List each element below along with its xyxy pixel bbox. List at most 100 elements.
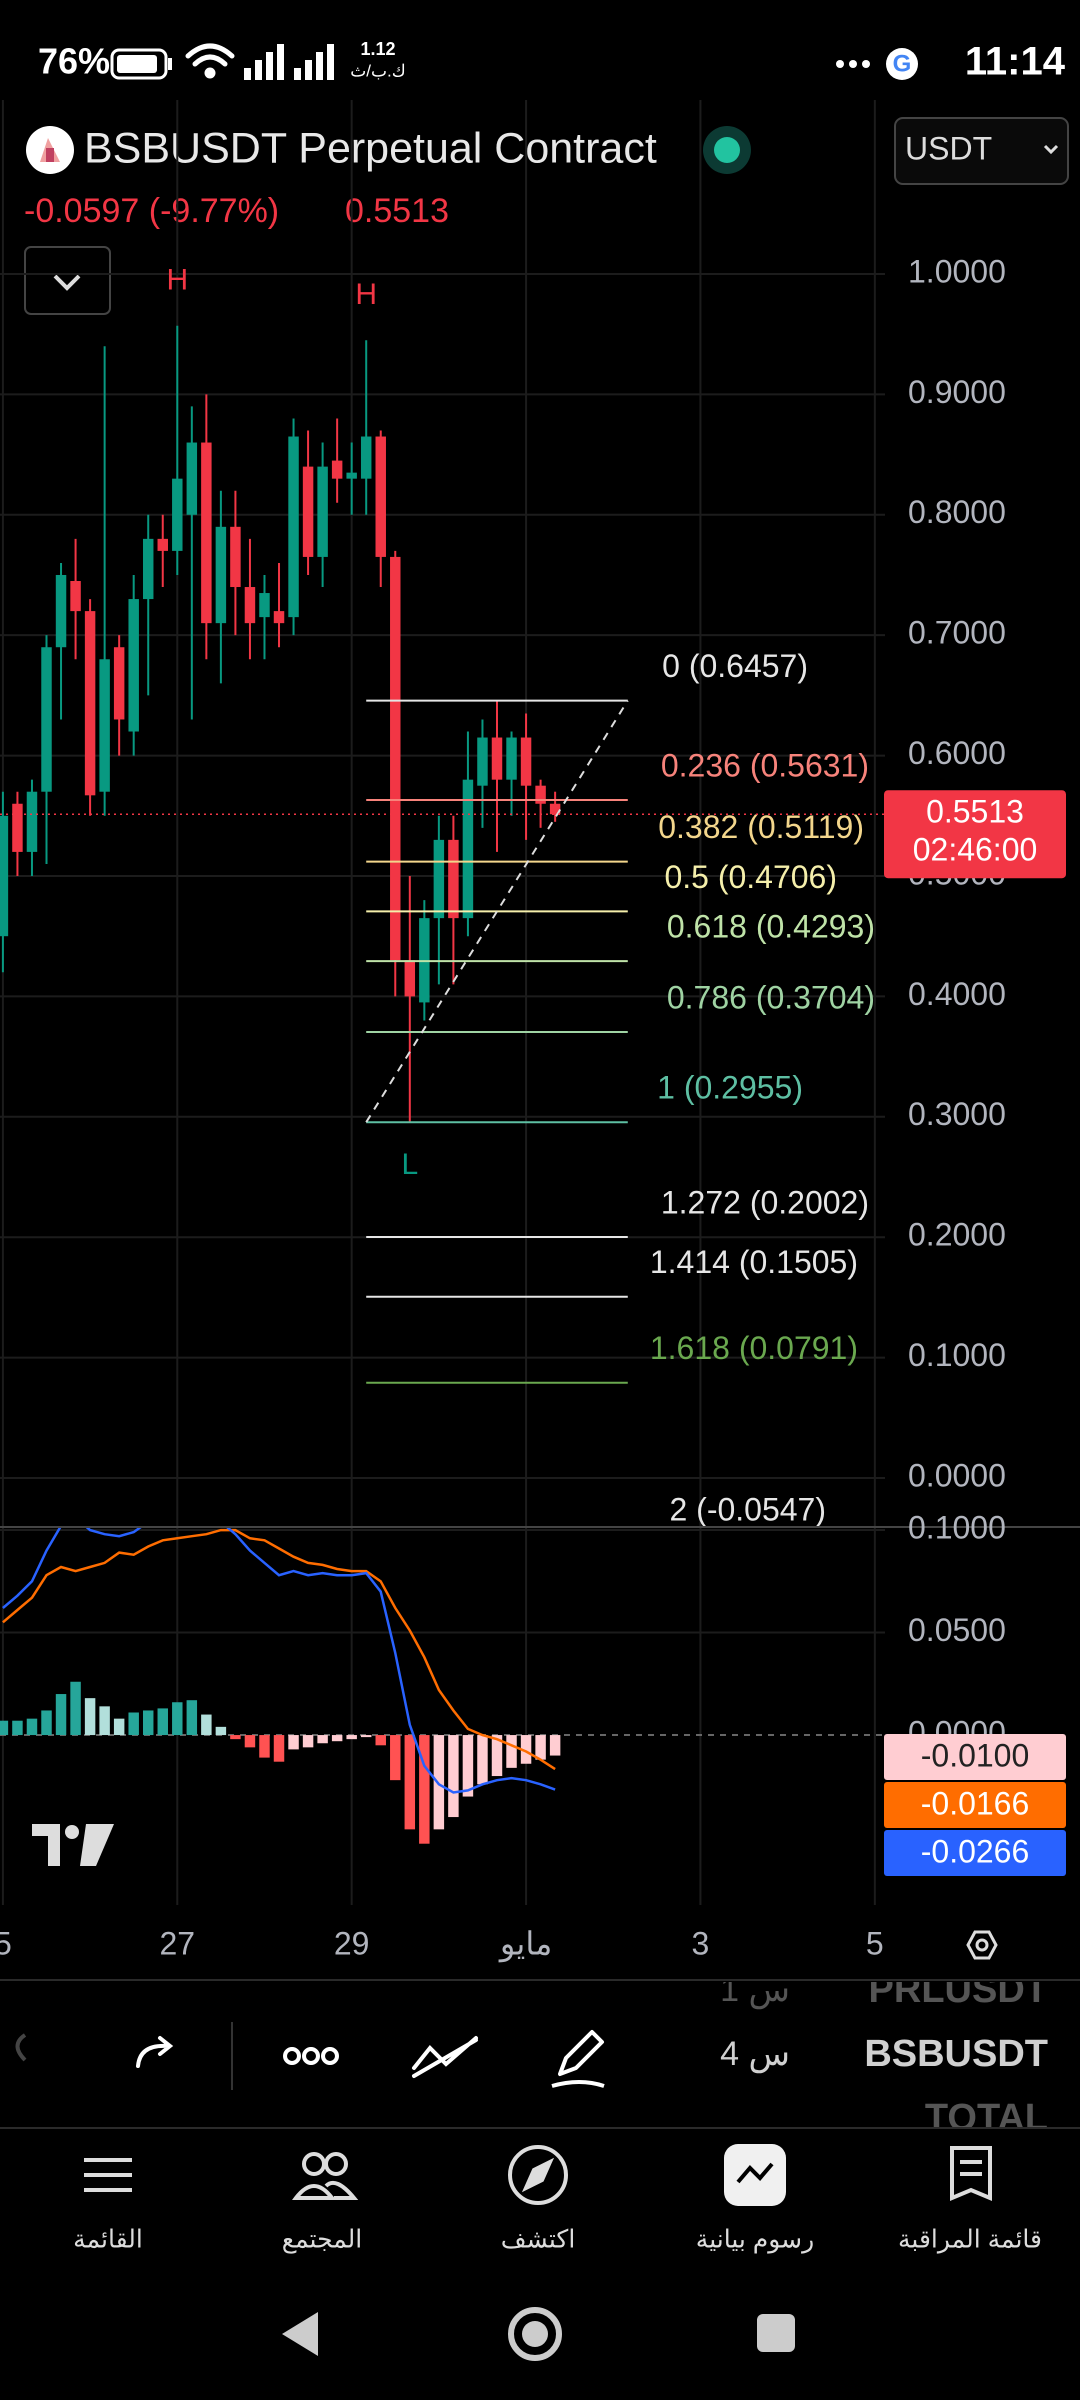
undo-icon[interactable] — [15, 2033, 27, 2062]
price-change: -0.0597 (-9.77%) — [24, 192, 279, 230]
watchlist-symbol[interactable]: BSBUSDT — [864, 2033, 1048, 2075]
nav-label[interactable]: القائمة — [73, 2226, 143, 2254]
pattern-label: L — [401, 1148, 418, 1181]
candle-body — [128, 599, 139, 732]
candle-body — [462, 779, 474, 919]
google-icon: G — [886, 48, 918, 80]
drawings-icon[interactable] — [412, 2036, 478, 2078]
macd-histogram-bar — [506, 1735, 517, 1768]
macd-histogram-bar — [360, 1735, 372, 1738]
recents-button[interactable] — [757, 2314, 795, 2352]
watchlist-time[interactable]: 1 س — [720, 1971, 790, 2010]
macd-histogram-bar — [273, 1735, 285, 1762]
nav-label[interactable]: اكتشف — [501, 2226, 576, 2254]
community-icon[interactable] — [291, 2152, 359, 2200]
candle-body — [433, 839, 445, 919]
macd-tick-label: 0.0500 — [908, 1612, 1006, 1648]
candle-body — [55, 574, 67, 648]
y-tick-label: 0.3000 — [908, 1096, 1006, 1132]
net-speed-unit: ك.ب/ث — [350, 61, 405, 80]
watchlist-icon[interactable] — [950, 2146, 992, 2202]
macd-histogram-bar — [128, 1712, 139, 1736]
y-tick-label: 0.9000 — [908, 374, 1006, 410]
macd-histogram-bar — [142, 1710, 154, 1736]
watchlist-symbol[interactable]: PRLUSDT — [869, 1969, 1048, 2011]
macd-histogram-bar — [390, 1735, 401, 1781]
macd-histogram-bar — [244, 1735, 256, 1748]
net-speed: 1.12 — [360, 39, 395, 59]
macd-histogram-bar — [520, 1735, 532, 1764]
macd-histogram-bar — [346, 1735, 357, 1740]
menu-icon[interactable] — [84, 2158, 132, 2192]
candle-body — [331, 460, 343, 479]
brush-icon[interactable] — [551, 2030, 605, 2088]
macd-histogram-bar — [230, 1735, 241, 1740]
fib-level-label: 2 (-0.0547) — [669, 1491, 826, 1527]
candle-body — [201, 442, 212, 624]
candle-body — [520, 737, 532, 786]
currency-select[interactable] — [894, 117, 1069, 185]
watchlist-symbol[interactable]: TOTAL — [925, 2097, 1048, 2139]
wifi-icon — [185, 43, 235, 79]
home-button[interactable] — [508, 2307, 562, 2361]
candle-body — [172, 478, 183, 551]
watchlist-time[interactable]: 4 س — [720, 2035, 790, 2074]
y-tick-label: 1.0000 — [908, 253, 1006, 289]
clock: 11:14 — [965, 40, 1066, 84]
nav-label[interactable]: المجتمع — [282, 2226, 362, 2255]
candle-body — [230, 526, 241, 588]
candle-body — [288, 436, 299, 618]
x-tick-label: 29 — [334, 1925, 370, 1961]
macd-histogram-bar — [549, 1735, 561, 1756]
header-price: 0.5513 — [345, 192, 449, 230]
candle-body — [41, 647, 52, 792]
fib-level-label: 0.5 (0.4706) — [664, 859, 837, 895]
candle-body — [84, 611, 96, 796]
candle-body — [259, 593, 270, 618]
x-tick-label: 3 — [692, 1925, 710, 1961]
countdown-label: 02:46:00 — [913, 832, 1038, 868]
macd-histogram-bar — [302, 1735, 314, 1748]
bottom-nav: القائمة المجتمع اكتشف رسوم بيانية قائمة المر… — [73, 2226, 1042, 2255]
more-tools-icon[interactable] — [283, 2047, 339, 2065]
candle-body — [346, 472, 357, 479]
macd-histogram-bar — [462, 1735, 474, 1797]
nav-label[interactable]: قائمة المراقبة — [898, 2226, 1042, 2255]
watchlist-strip[interactable]: PRLUSDT 1 س BSBUSDT 4 س TOTAL — [720, 1969, 1048, 2139]
candle-body — [26, 791, 38, 852]
candle-body — [317, 466, 328, 557]
y-tick-label: 0.1000 — [908, 1337, 1006, 1373]
macd-histogram-bar — [26, 1718, 38, 1736]
candle-body — [302, 466, 314, 557]
charts-icon[interactable] — [724, 2144, 786, 2206]
candle-body — [99, 659, 110, 792]
explore-icon[interactable] — [508, 2145, 568, 2205]
price-axis: 0.00000.10000.20000.30000.40000.50000.60… — [884, 253, 1066, 1876]
macd-histogram-bar — [404, 1735, 416, 1830]
time-axis: 5 27 29 مايو 3 5 — [0, 1925, 884, 1962]
macd-histogram-bar — [201, 1714, 212, 1736]
macd-histogram-bar — [491, 1735, 503, 1777]
settings-icon[interactable] — [966, 1930, 998, 1960]
macd-histogram-bar — [55, 1694, 67, 1736]
fib-level-label: 0 (0.6457) — [662, 648, 808, 684]
macd-histogram-bar — [12, 1720, 23, 1736]
fib-level-label: 1.618 (0.0791) — [650, 1330, 858, 1366]
fib-level-label: 1 (0.2955) — [657, 1070, 803, 1106]
symbol-title[interactable]: BSBUSDT Perpetual Contract — [84, 124, 657, 172]
macd-histogram-bar — [477, 1735, 488, 1785]
macd-histogram-bar — [70, 1681, 81, 1736]
macd-histogram-bar — [113, 1718, 125, 1736]
symbol-logo — [26, 126, 74, 174]
macd-histogram-bar — [419, 1735, 430, 1844]
macd-value-tag — [884, 1830, 1066, 1876]
collapse-button[interactable] — [24, 246, 111, 315]
redo-icon[interactable] — [136, 2036, 174, 2068]
nav-label[interactable]: رسوم بيانية — [696, 2226, 814, 2255]
battery-text: 76% — [38, 41, 110, 82]
back-button[interactable] — [282, 2312, 318, 2356]
currency-text[interactable]: USDT — [905, 130, 992, 166]
candle-body — [477, 737, 488, 786]
